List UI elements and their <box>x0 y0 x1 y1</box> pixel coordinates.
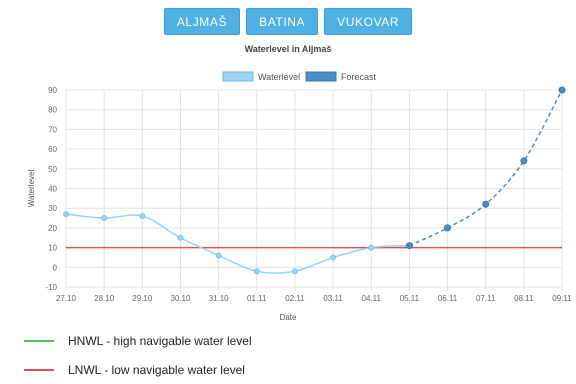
legend-waterlevel-swatch <box>222 71 254 82</box>
data-point-waterlevel <box>139 213 146 220</box>
data-point-forecast <box>558 86 566 94</box>
x-tick-label: 30.10 <box>170 294 191 303</box>
x-tick-label: 05.11 <box>400 294 420 303</box>
y-tick-label: 0 <box>53 263 58 272</box>
data-point-forecast <box>405 242 413 250</box>
tab-vukovar[interactable]: VUKOVAR <box>324 8 413 35</box>
station-tabs: ALJMAŠ BATINA VUKOVAR <box>0 8 576 35</box>
lnwl-legend: LNWL - low navigable water level <box>24 363 245 377</box>
data-point-forecast <box>482 200 490 208</box>
tab-batina[interactable]: BATINA <box>246 8 319 35</box>
x-tick-label: 07.11 <box>476 294 496 303</box>
lnwl-label: LNWL - low navigable water level <box>68 363 245 377</box>
y-axis-title: Waterlevel <box>27 170 36 208</box>
data-point-waterlevel <box>291 268 298 275</box>
x-tick-label: 29.10 <box>132 294 153 303</box>
y-tick-label: 40 <box>48 185 57 194</box>
data-point-waterlevel <box>253 268 260 275</box>
lnwl-swatch <box>24 369 54 371</box>
series-line-waterlevel <box>65 213 410 274</box>
chart-title: Waterlevel in Aljmaš <box>245 44 332 54</box>
x-tick-label: 04.11 <box>362 294 382 303</box>
data-point-forecast <box>520 157 528 165</box>
x-tick-label: 02.11 <box>285 294 305 303</box>
data-point-waterlevel <box>330 254 337 261</box>
x-axis-title: Date <box>280 313 297 322</box>
data-point-waterlevel <box>177 234 184 241</box>
x-tick-label: 09.11 <box>552 294 572 303</box>
y-tick-label: 10 <box>48 244 57 253</box>
tab-aljmas[interactable]: ALJMAŠ <box>163 8 241 35</box>
y-tick-label: 30 <box>48 204 57 213</box>
waterlevel-chart: Waterlevel in Aljmaš Waterlevel Forecast -1… <box>27 44 572 322</box>
x-tick-label: 03.11 <box>323 294 343 303</box>
y-tick-label: 50 <box>48 165 57 174</box>
data-point-waterlevel <box>63 211 69 218</box>
x-tick-label: 08.11 <box>514 294 534 303</box>
data-point-waterlevel <box>101 215 108 222</box>
y-tick-label: 80 <box>48 106 57 115</box>
x-tick-label: 01.11 <box>247 294 267 303</box>
y-tick-label: -10 <box>45 283 57 292</box>
y-tick-label: 60 <box>48 145 57 154</box>
data-point-forecast <box>444 224 452 232</box>
legend-waterlevel-label: Waterlevel <box>258 72 300 82</box>
x-tick-label: 06.11 <box>438 294 458 303</box>
y-tick-label: 20 <box>48 224 57 233</box>
x-tick-label: 28.10 <box>94 294 115 303</box>
y-tick-label: 70 <box>48 125 57 134</box>
legend-forecast-label: Forecast <box>341 72 377 82</box>
legend-forecast-swatch <box>305 71 337 82</box>
hnwl-label: HNWL - high navigable water level <box>68 334 252 348</box>
hnwl-legend: HNWL - high navigable water level <box>24 334 252 348</box>
x-tick-label: 31.10 <box>209 294 230 303</box>
x-tick-label: 27.10 <box>56 294 77 303</box>
y-tick-label: 90 <box>48 86 57 95</box>
data-point-waterlevel <box>368 244 375 251</box>
hnwl-swatch <box>24 340 54 342</box>
data-point-waterlevel <box>215 252 222 259</box>
